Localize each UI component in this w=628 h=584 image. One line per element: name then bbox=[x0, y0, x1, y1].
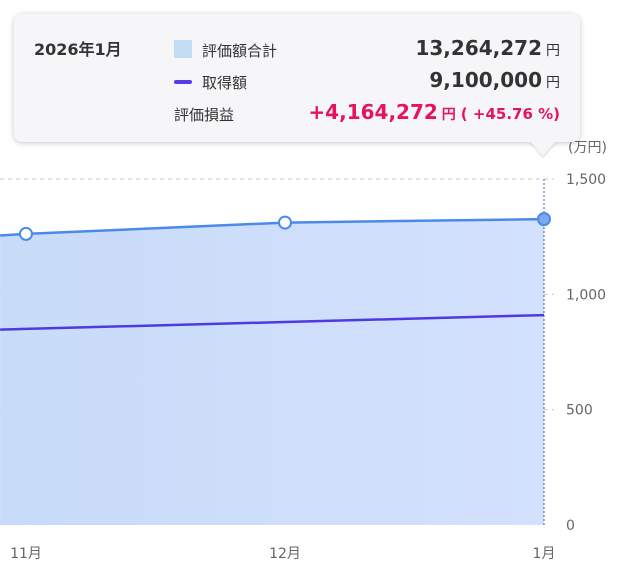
x-tick-label: 1月 bbox=[533, 546, 556, 562]
tooltip-acquired-value: 9,100,000 円 bbox=[429, 68, 560, 92]
tooltip-row-gain: 評価損益 +4,164,272 円( +45.76 %) bbox=[174, 100, 560, 126]
tooltip-row-acquired: 取得額 9,100,000 円 bbox=[174, 68, 560, 94]
y-tick-label: 500 bbox=[566, 403, 593, 419]
hover-tooltip: 2026年1月 評価額合計 13,264,272 円 取得額 9,100,000 円… bbox=[14, 14, 580, 142]
y-axis: (万円) 0 500 1,000 1,500 bbox=[566, 140, 607, 534]
tooltip-gain-number: +4,164,272 bbox=[308, 100, 438, 124]
tooltip-total-label: 評価額合計 bbox=[202, 42, 278, 60]
data-point[interactable] bbox=[19, 226, 33, 241]
y-tick-label: 1,000 bbox=[566, 287, 606, 303]
tooltip-gain-unit: 円 bbox=[441, 107, 456, 123]
legend-swatch-area bbox=[174, 40, 192, 58]
tooltip-gain-value: +4,164,272 円( +45.76 %) bbox=[308, 100, 560, 124]
tooltip-gain-percent: ( +45.76 %) bbox=[460, 105, 560, 123]
tooltip-acquired-number: 9,100,000 bbox=[429, 68, 542, 92]
tooltip-total-value: 13,264,272 円 bbox=[415, 36, 560, 60]
tooltip-acquired-unit: 円 bbox=[546, 75, 560, 91]
tooltip-acquired-label: 取得額 bbox=[202, 74, 248, 92]
series-line-total bbox=[0, 217, 545, 237]
x-tick-label: 12月 bbox=[269, 546, 301, 562]
tooltip-total-number: 13,264,272 bbox=[415, 36, 542, 60]
x-tick-label: 11月 bbox=[10, 546, 42, 562]
area-total-fill bbox=[0, 219, 545, 525]
y-tick-label: 0 bbox=[566, 518, 575, 534]
y-tick-label: 1,500 bbox=[566, 172, 606, 188]
tooltip-total-unit: 円 bbox=[546, 43, 560, 59]
series-points bbox=[19, 212, 551, 241]
x-axis: 11月 12月 1月 bbox=[10, 546, 555, 562]
y-axis-unit-label: (万円) bbox=[568, 140, 607, 156]
tooltip-pointer bbox=[530, 141, 556, 156]
series-line-acquired bbox=[0, 313, 545, 331]
tooltip-date: 2026年1月 bbox=[34, 40, 122, 59]
data-point-highlighted[interactable] bbox=[537, 212, 551, 227]
data-point[interactable] bbox=[278, 215, 292, 230]
tooltip-row-total: 評価額合計 13,264,272 円 bbox=[174, 36, 560, 62]
tooltip-gain-label: 評価損益 bbox=[174, 106, 235, 124]
legend-swatch-line bbox=[174, 80, 192, 84]
